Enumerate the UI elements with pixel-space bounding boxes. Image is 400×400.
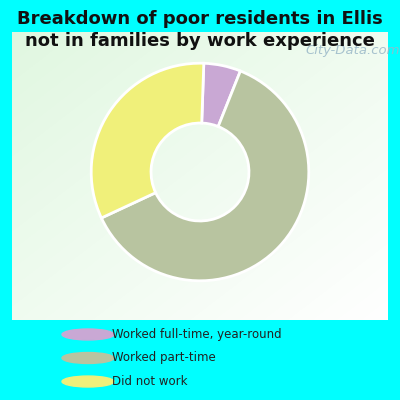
Text: Breakdown of poor residents in Ellis
not in families by work experience: Breakdown of poor residents in Ellis not…	[17, 10, 383, 50]
Circle shape	[62, 352, 114, 364]
Wedge shape	[202, 63, 240, 126]
Text: Worked part-time: Worked part-time	[112, 352, 216, 364]
Circle shape	[62, 376, 114, 387]
Circle shape	[62, 329, 114, 340]
Wedge shape	[101, 71, 309, 281]
Text: Did not work: Did not work	[112, 375, 188, 388]
Wedge shape	[91, 63, 204, 218]
Text: Worked full-time, year-round: Worked full-time, year-round	[112, 328, 282, 341]
Text: City-Data.com: City-Data.com	[305, 44, 400, 56]
